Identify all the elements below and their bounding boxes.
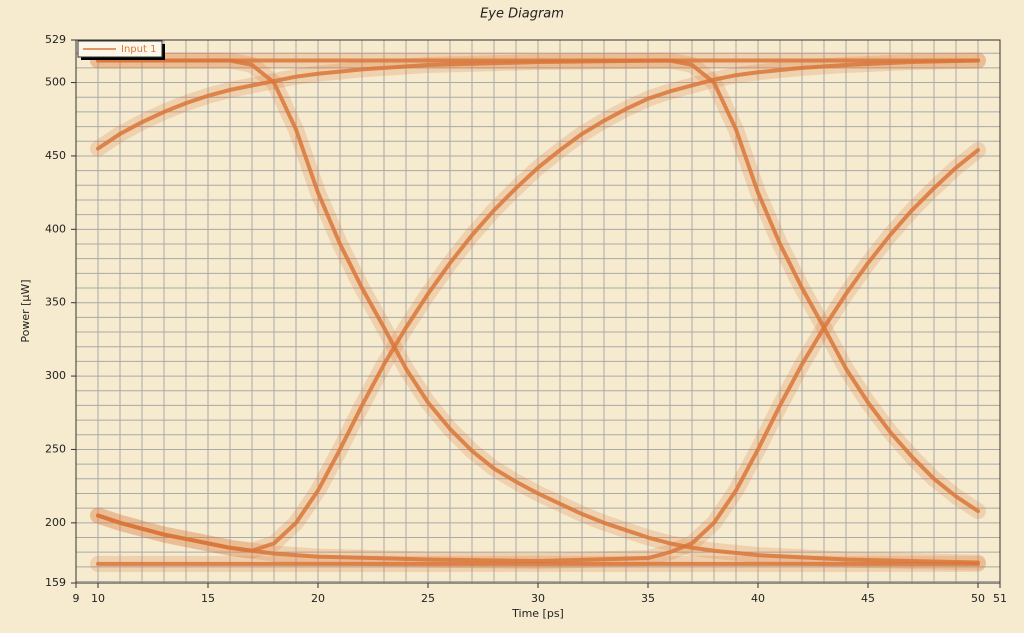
x-tick-label: 51 <box>993 592 1007 605</box>
x-tick-label: 25 <box>421 592 435 605</box>
x-tick-label: 50 <box>971 592 985 605</box>
x-tick-label: 20 <box>311 592 325 605</box>
legend-box <box>77 40 163 58</box>
trace <box>96 58 980 514</box>
y-tick-label: 450 <box>45 149 66 162</box>
y-tick-label: 159 <box>45 576 66 589</box>
y-tick-label: 250 <box>45 442 66 455</box>
chart-title: Eye Diagram <box>480 7 564 22</box>
x-tick-label: 40 <box>751 592 765 605</box>
x-tick-label: 15 <box>201 592 215 605</box>
x-axis-label: Time [ps] <box>511 607 564 620</box>
trace <box>96 148 980 563</box>
y-tick-label: 300 <box>45 369 66 382</box>
x-tick-label: 35 <box>641 592 655 605</box>
x-tick-label: 9 <box>73 592 80 605</box>
y-tick-label: 400 <box>45 222 66 235</box>
y-tick-label: 200 <box>45 516 66 529</box>
y-tick-label: 500 <box>45 76 66 89</box>
plot-border <box>75 39 1001 584</box>
y-tick-label: 529 <box>45 33 66 46</box>
x-tick-label: 10 <box>91 592 105 605</box>
x-tick-label: 30 <box>531 592 545 605</box>
legend-label: Input 1 <box>121 44 156 55</box>
x-tick-label: 45 <box>861 592 875 605</box>
y-axis-label: Power [µW] <box>19 279 32 342</box>
y-tick-label: 350 <box>45 296 66 309</box>
